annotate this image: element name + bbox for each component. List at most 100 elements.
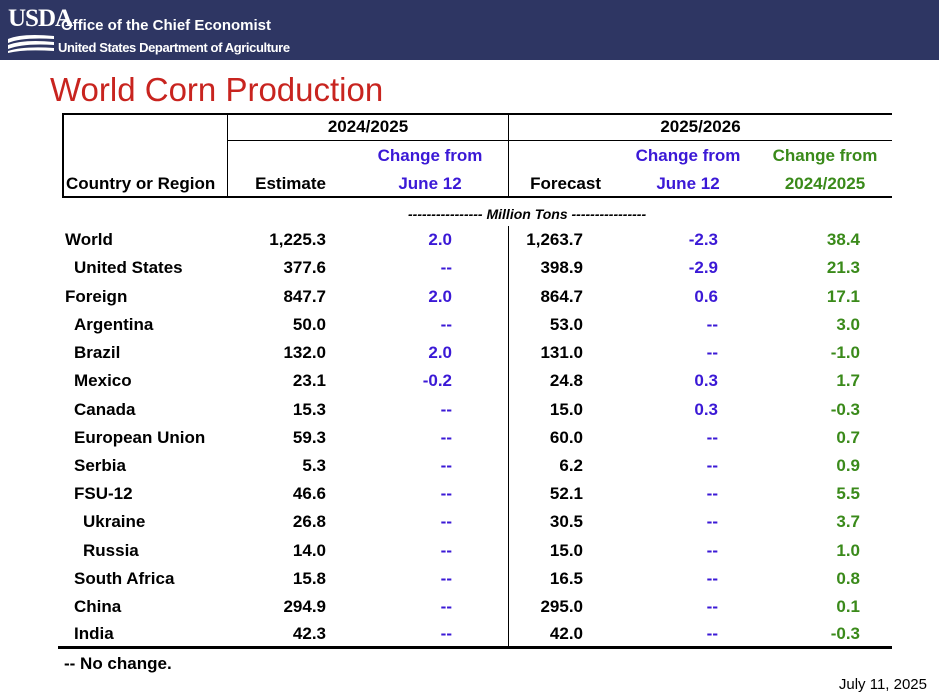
no-change-note: -- No change. (64, 654, 172, 673)
cell-change-june-b: -- (706, 541, 718, 560)
table-top-rule (62, 113, 892, 115)
cell-change-june-a: -- (440, 512, 452, 531)
cell-country: United States (74, 258, 183, 277)
usda-logo: USDA (8, 6, 73, 54)
cell-estimate: 15.3 (292, 400, 326, 419)
cell-estimate: 132.0 (283, 343, 326, 362)
cell-country: Brazil (74, 343, 121, 362)
cell-change-june-b: -- (706, 597, 718, 616)
cell-change-june-b: 0.6 (694, 287, 718, 306)
cell-country: Argentina (74, 315, 154, 334)
cell-change-prev: 3.7 (836, 512, 860, 531)
cell-change-june-b: -- (706, 484, 718, 503)
cell-change-june-a: -- (440, 258, 452, 277)
cell-forecast: 53.0 (549, 315, 583, 334)
cell-change-june-b: -- (706, 343, 718, 362)
cell-estimate: 42.3 (292, 624, 326, 643)
cell-change-june-a: -- (440, 597, 452, 616)
header-divider-1 (227, 113, 228, 197)
cell-forecast: 398.9 (540, 258, 583, 277)
cell-country: World (65, 230, 113, 249)
cell-change-june-b: 0.3 (694, 371, 718, 390)
cell-change-june-a: -- (440, 456, 452, 475)
cell-change-prev: 5.5 (836, 484, 860, 503)
group-2025-header: 2025/2026 (660, 117, 741, 136)
cell-country: South Africa (74, 569, 175, 588)
cell-change-june-a: -- (440, 400, 452, 419)
cell-change-june-b: -- (706, 315, 718, 334)
cell-estimate: 1,225.3 (269, 230, 326, 249)
cell-change-june-b: -- (706, 512, 718, 531)
header-divider-2 (508, 113, 509, 197)
cell-change-prev: 0.9 (836, 456, 860, 475)
cell-change-june-b: 0.3 (694, 400, 718, 419)
cell-country: Russia (83, 541, 139, 560)
cell-change-prev: 38.4 (826, 230, 860, 249)
cell-forecast: 24.8 (549, 371, 583, 390)
cell-change-prev: 0.1 (836, 597, 860, 616)
cell-country: India (74, 624, 114, 643)
cell-estimate: 15.8 (292, 569, 326, 588)
cell-change-june-a: -- (440, 428, 452, 447)
header-banner: USDA Office of the Chief Economist Unite… (0, 0, 939, 60)
cell-change-june-b: -2.9 (688, 258, 718, 277)
cell-estimate: 5.3 (302, 456, 326, 475)
cell-change-june-a: 2.0 (428, 287, 452, 306)
data-divider (508, 226, 509, 646)
cell-change-prev: 0.8 (836, 569, 860, 588)
department-name: United States Department of Agriculture (58, 40, 290, 55)
cell-country: Mexico (74, 371, 132, 390)
cell-estimate: 59.3 (292, 428, 326, 447)
col-estimate-header: Estimate (255, 174, 326, 193)
header-bottom-rule (62, 196, 892, 198)
cell-change-prev: -0.3 (830, 400, 860, 419)
cell-change-june-b: -- (706, 569, 718, 588)
cell-change-june-a: 2.0 (428, 343, 452, 362)
cell-change-prev: 1.7 (836, 371, 860, 390)
col-change-june-b-line2: June 12 (656, 174, 720, 193)
cell-forecast: 15.0 (549, 400, 583, 419)
page-title: World Corn Production (50, 71, 384, 108)
cell-estimate: 46.6 (292, 484, 326, 503)
usda-swoosh-icon (8, 35, 54, 53)
col-forecast-header: Forecast (530, 174, 601, 193)
cell-forecast: 52.1 (549, 484, 583, 503)
cell-country: FSU-12 (74, 484, 133, 503)
cell-country: Canada (74, 400, 136, 419)
col-country-header: Country or Region (66, 174, 216, 193)
cell-forecast: 1,263.7 (526, 230, 583, 249)
cell-country: Foreign (65, 287, 128, 306)
cell-country: China (74, 597, 122, 616)
cell-change-june-a: -- (440, 569, 452, 588)
cell-estimate: 50.0 (292, 315, 326, 334)
cell-change-prev: 17.1 (826, 287, 860, 306)
usda-logo-text: USDA (8, 5, 73, 32)
cell-forecast: 295.0 (540, 597, 583, 616)
cell-change-june-a: -- (440, 624, 452, 643)
cell-change-prev: -0.3 (830, 624, 860, 643)
cell-forecast: 60.0 (549, 428, 583, 447)
units-label: ---------------- Million Tons ----------… (408, 206, 647, 222)
cell-change-june-a: -- (440, 315, 452, 334)
cell-forecast: 42.0 (549, 624, 583, 643)
cell-change-prev: -1.0 (830, 343, 860, 362)
group-header-underline (227, 140, 892, 141)
col-change-june-a-line1: Change from (377, 146, 483, 165)
date-label: July 11, 2025 (838, 676, 927, 693)
cell-forecast: 16.5 (549, 569, 583, 588)
table-left-rule (62, 113, 64, 197)
col-change-prev-line1: Change from (772, 146, 878, 165)
cell-change-prev: 0.7 (836, 428, 860, 447)
cell-country: European Union (74, 428, 206, 447)
group-2024-header: 2024/2025 (327, 117, 409, 136)
col-change-june-a-line2: June 12 (398, 174, 462, 193)
cell-country: Serbia (74, 456, 126, 475)
cell-forecast: 131.0 (540, 343, 583, 362)
cell-forecast: 15.0 (549, 541, 583, 560)
cell-change-june-b: -2.3 (688, 230, 718, 249)
cell-change-june-a: -0.2 (422, 371, 452, 390)
col-change-prev-line2: 2024/2025 (784, 174, 866, 193)
cell-change-june-a: 2.0 (428, 230, 452, 249)
cell-estimate: 294.9 (283, 597, 326, 616)
table-bottom-rule (58, 646, 892, 649)
